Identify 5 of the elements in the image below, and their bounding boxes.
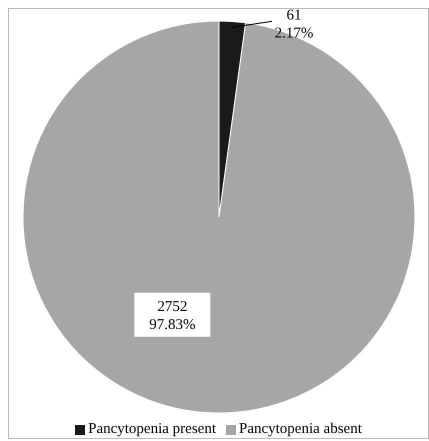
data-label: 61 2.17% <box>274 7 314 42</box>
pie-slice <box>22 20 416 414</box>
slice-label: Pancytopenia absent <box>238 421 362 438</box>
legend-label: Pancytopenia present <box>88 421 216 438</box>
data-label: 2752 97.83% <box>149 298 196 333</box>
